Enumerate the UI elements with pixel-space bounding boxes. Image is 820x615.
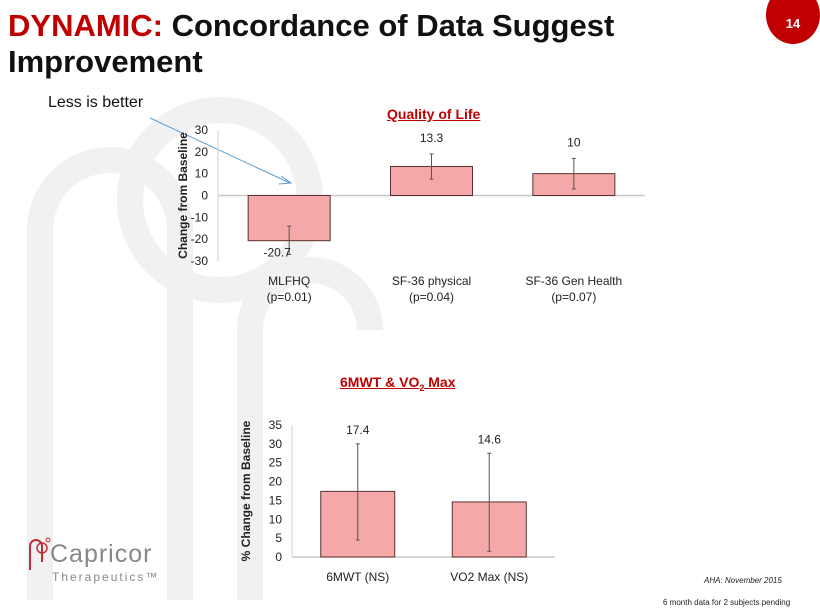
watermark-logo	[27, 97, 383, 600]
category-label: SF-36 physical	[392, 274, 471, 288]
data-label: 13.3	[420, 131, 444, 145]
annotation-arrow	[149, 117, 291, 184]
chart1-title: Quality of Life	[387, 106, 481, 122]
arrow-head-icon	[278, 175, 293, 185]
y-tick-label: 20	[269, 475, 283, 489]
y-tick-label: -10	[191, 210, 209, 224]
logo-sub: Therapeutics™	[52, 570, 160, 584]
footnote-source: AHA: November 2015	[704, 576, 782, 585]
chart2-title-end: Max	[424, 374, 456, 390]
title-accent: DYNAMIC:	[8, 8, 163, 43]
chart2-title-sub: 2	[419, 382, 425, 393]
chart2-title: 6MWT & VO2 Max	[340, 374, 455, 393]
data-label: 17.4	[346, 423, 370, 437]
y-tick-label: -30	[191, 254, 209, 268]
y-tick-label: 30	[195, 123, 209, 137]
category-sublabel: (p=0.07)	[551, 290, 596, 304]
y-tick-label: 25	[269, 456, 283, 470]
y-tick-label: 0	[275, 550, 282, 564]
y-tick-label: -20	[191, 232, 209, 246]
y-tick-label: 15	[269, 493, 283, 507]
slide-title: DYNAMIC: Concordance of Data Suggest Imp…	[8, 8, 768, 80]
category-label: 6MWT (NS)	[326, 570, 389, 584]
title-rest: Concordance of Data Suggest Improvement	[8, 8, 615, 79]
chart2-title-main: 6MWT & VO	[340, 374, 420, 390]
y-tick-label: 10	[269, 512, 283, 526]
data-label: -20.7	[263, 246, 291, 260]
category-label: MLFHQ	[268, 274, 310, 288]
category-sublabel: (p=0.04)	[409, 290, 454, 304]
data-label: 10	[567, 135, 581, 149]
category-label: SF-36 Gen Health	[525, 274, 622, 288]
category-label: VO2 Max (NS)	[450, 570, 528, 584]
y-axis-label: % Change from Baseline	[239, 420, 253, 561]
y-tick-label: 0	[201, 189, 208, 203]
y-axis-label: Change from Baseline	[176, 132, 190, 259]
data-label: 14.6	[478, 432, 502, 446]
y-tick-label: 35	[269, 418, 283, 432]
logo-mark-icon	[29, 537, 51, 570]
annotation-text: Less is better	[48, 94, 144, 111]
footnote-pending: 6 month data for 2 subjects pending	[663, 598, 791, 607]
y-tick-label: 5	[275, 531, 282, 545]
y-tick-label: 20	[195, 145, 209, 159]
y-tick-label: 10	[195, 167, 209, 181]
logo-name: Capricor	[50, 540, 153, 568]
chart-6mwt-vo2: 35 30 25 20 15 10 5 0 % Change from Baseline 17.4…	[239, 418, 555, 584]
y-tick-label: 30	[269, 437, 283, 451]
category-sublabel: (p=0.01)	[267, 290, 312, 304]
